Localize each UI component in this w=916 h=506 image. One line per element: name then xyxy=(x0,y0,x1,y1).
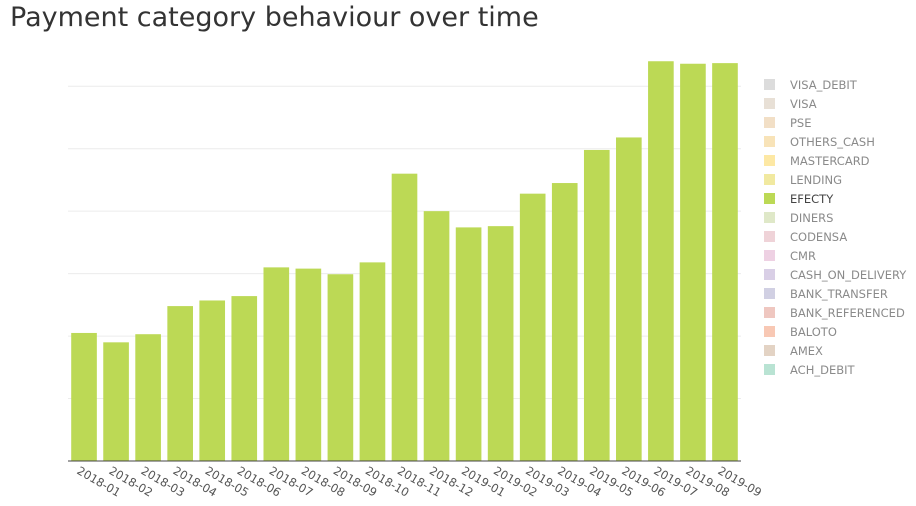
legend-item-efecty[interactable]: EFECTY xyxy=(764,189,906,208)
bar-2018-03[interactable] xyxy=(135,334,161,461)
legend-label: BANK_TRANSFER xyxy=(790,286,888,301)
legend-label: EFECTY xyxy=(790,191,834,206)
legend-label: BALOTO xyxy=(790,324,837,339)
legend-label: CASH_ON_DELIVERY xyxy=(790,267,907,282)
bar-2018-12[interactable] xyxy=(423,211,450,461)
legend-item-mastercard[interactable]: MASTERCARD xyxy=(764,151,906,170)
legend-item-bank-transfer[interactable]: BANK_TRANSFER xyxy=(764,284,906,303)
legend-label: VISA xyxy=(790,96,817,111)
legend-item-diners[interactable]: DINERS xyxy=(764,208,906,227)
legend-item-others-cash[interactable]: OTHERS_CASH xyxy=(764,132,906,151)
legend-item-codensa[interactable]: CODENSA xyxy=(764,227,906,246)
legend-swatch xyxy=(764,307,775,318)
legend-swatch xyxy=(764,212,775,223)
legend-item-pse[interactable]: PSE xyxy=(764,113,906,132)
bar-2018-08[interactable] xyxy=(295,268,322,461)
legend-item-cmr[interactable]: CMR xyxy=(764,246,906,265)
legend-label: CMR xyxy=(790,248,816,263)
legend-label: BANK_REFERENCED xyxy=(790,305,905,320)
legend-label: LENDING xyxy=(790,172,843,187)
bar-2018-02[interactable] xyxy=(103,342,129,461)
legend-item-ach-debit[interactable]: ACH_DEBIT xyxy=(764,360,906,379)
legend-swatch xyxy=(764,269,775,280)
bar-2019-06[interactable] xyxy=(616,137,642,462)
legend-item-cash-on-delivery[interactable]: CASH_ON_DELIVERY xyxy=(764,265,906,284)
bar-2019-07[interactable] xyxy=(648,61,674,461)
legend-label: VISA_DEBIT xyxy=(790,77,857,92)
legend-label: OTHERS_CASH xyxy=(790,134,875,149)
bar-2019-02[interactable] xyxy=(487,226,514,461)
legend-label: PSE xyxy=(790,115,812,130)
legend-item-lending[interactable]: LENDING xyxy=(764,170,906,189)
bar-2019-08[interactable] xyxy=(680,63,706,461)
legend-swatch xyxy=(764,345,775,356)
legend-swatch xyxy=(764,155,775,166)
bar-2018-11[interactable] xyxy=(391,173,418,461)
legend-label: MASTERCARD xyxy=(790,153,870,168)
legend-item-amex[interactable]: AMEX xyxy=(764,341,906,360)
bar-2018-01[interactable] xyxy=(71,332,97,461)
legend-swatch xyxy=(764,98,775,109)
legend-swatch xyxy=(764,364,775,375)
bar-2019-09[interactable] xyxy=(712,63,738,462)
legend-swatch xyxy=(764,288,775,299)
legend-swatch xyxy=(764,174,775,185)
bar-2019-04[interactable] xyxy=(551,183,578,462)
bar-2018-10[interactable] xyxy=(359,262,386,461)
legend-label: ACH_DEBIT xyxy=(790,362,855,377)
bar-2019-03[interactable] xyxy=(519,193,546,461)
bars xyxy=(71,61,738,462)
legend-swatch xyxy=(764,250,775,261)
legend-item-baloto[interactable]: BALOTO xyxy=(764,322,906,341)
legend: VISA_DEBIT VISA PSE OTHERS_CASH MASTERCARD LE… xyxy=(764,75,906,379)
bar-2019-01[interactable] xyxy=(455,227,482,461)
legend-label: DINERS xyxy=(790,210,834,225)
bar-2018-05[interactable] xyxy=(199,300,226,461)
legend-item-bank-referenced[interactable]: BANK_REFERENCED xyxy=(764,303,906,322)
bar-2018-09[interactable] xyxy=(327,274,354,461)
legend-item-visa[interactable]: VISA xyxy=(764,94,906,113)
bar-2018-04[interactable] xyxy=(167,306,193,461)
bar-2019-05[interactable] xyxy=(583,149,610,462)
bar-2018-07[interactable] xyxy=(263,267,290,461)
legend-label: CODENSA xyxy=(790,229,848,244)
legend-item-visa-debit[interactable]: VISA_DEBIT xyxy=(764,75,906,94)
legend-label: AMEX xyxy=(790,343,823,358)
legend-swatch xyxy=(764,136,775,147)
legend-swatch xyxy=(764,231,775,242)
chart-title: Payment category behaviour over time xyxy=(10,2,539,33)
legend-swatch xyxy=(764,193,775,204)
x-tick-labels: 2018-012018-022018-032018-042018-052018-… xyxy=(75,463,765,499)
legend-swatch xyxy=(764,79,775,90)
legend-swatch xyxy=(764,326,775,337)
bar-2018-06[interactable] xyxy=(231,296,258,461)
legend-swatch xyxy=(764,117,775,128)
